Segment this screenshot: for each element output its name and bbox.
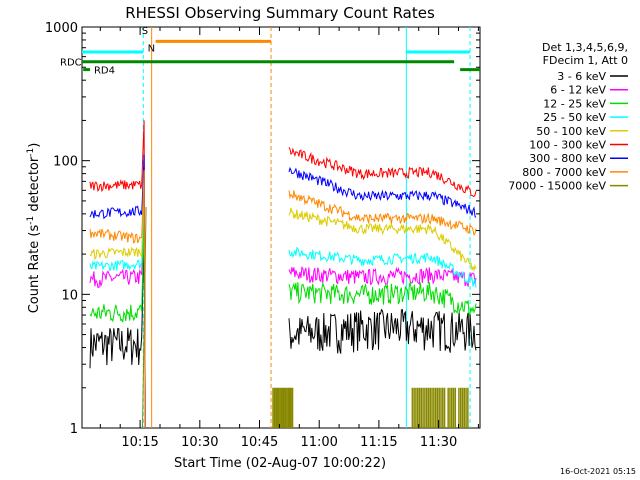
legend-label: 300 - 800 keV (529, 152, 606, 165)
series-line (288, 266, 477, 287)
series-line (89, 213, 146, 429)
series-line (288, 308, 477, 354)
series-line (288, 246, 477, 288)
x-tick-label: 10:15 (121, 435, 158, 450)
y-axis: 1 10 100 1000 (45, 21, 480, 437)
flag-label-rdc: RDC (60, 58, 82, 69)
footer-timestamp: 16-Oct-2021 05:15 (560, 467, 636, 476)
series-line (89, 120, 146, 429)
series-line (288, 166, 477, 218)
y-axis-label: Count Rate (s-1 detector-1) (26, 143, 42, 314)
flag-label-n: N (148, 44, 155, 55)
legend-label: 25 - 50 keV (543, 111, 606, 124)
series-line (89, 170, 146, 429)
series-line (89, 190, 146, 429)
y-tick-label: 100 (53, 155, 78, 170)
y-tick-label: 10 (61, 288, 78, 303)
legend-header-1: Det 1,3,4,5,6,9, (542, 41, 628, 54)
y-tick-label: 1000 (45, 21, 78, 36)
series-line (288, 190, 477, 237)
x-tick-label: 11:30 (420, 435, 457, 450)
legend-label: 7000 - 15000 keV (508, 180, 606, 193)
x-tick-label: 11:00 (300, 435, 337, 450)
series-line (89, 155, 146, 429)
x-tick-label: 10:30 (181, 435, 218, 450)
y-tick-label: 1 (70, 422, 78, 437)
legend-header-2: FDecim 1, Att 0 (543, 54, 628, 67)
series-line (89, 177, 146, 429)
legend-label: 3 - 6 keV (557, 70, 606, 83)
legend-label: 50 - 100 keV (536, 125, 606, 138)
flag-label-s: S (142, 26, 148, 37)
series-line (141, 207, 147, 429)
chart-marks: RDC RD4 SN (60, 26, 480, 429)
x-tick-label: 11:15 (360, 435, 397, 450)
legend-label: 12 - 25 keV (543, 97, 606, 110)
series-line (288, 281, 477, 317)
flag-label-rd4: RD4 (94, 66, 115, 77)
series-line (89, 230, 146, 429)
series-line (288, 207, 477, 273)
legend-label: 6 - 12 keV (550, 84, 606, 97)
x-tick-label: 10:45 (241, 435, 278, 450)
chart-title: RHESSI Observing Summary Count Rates (125, 4, 435, 22)
legend-label: 100 - 300 keV (529, 139, 606, 152)
x-axis: 10:15 10:30 10:45 11:00 11:15 11:30 (99, 27, 479, 450)
x-axis-label: Start Time (02-Aug-07 10:00:22) (174, 456, 386, 471)
series-line (288, 147, 477, 198)
legend-label: 800 - 7000 keV (522, 166, 606, 179)
series-line (89, 206, 146, 429)
